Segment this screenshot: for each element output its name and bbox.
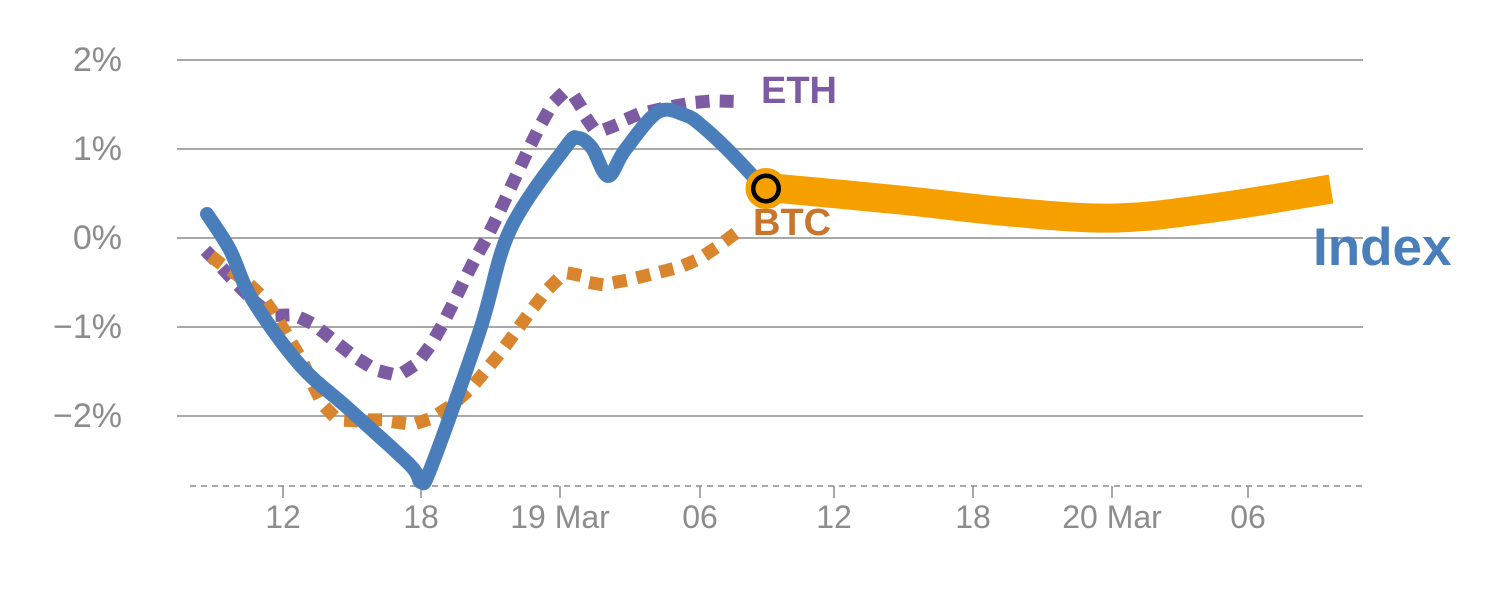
- svg-text:2%: 2%: [73, 41, 122, 79]
- svg-text:BTC: BTC: [753, 202, 831, 244]
- svg-text:20 Mar: 20 Mar: [1062, 499, 1162, 535]
- svg-text:0%: 0%: [73, 219, 122, 257]
- svg-text:1%: 1%: [73, 130, 122, 168]
- svg-text:18: 18: [403, 499, 439, 535]
- svg-text:−1%: −1%: [53, 308, 122, 346]
- svg-text:18: 18: [955, 499, 991, 535]
- svg-text:Index: Index: [1313, 218, 1452, 277]
- svg-text:12: 12: [265, 499, 301, 535]
- svg-text:06: 06: [682, 499, 718, 535]
- svg-text:−2%: −2%: [53, 397, 122, 435]
- svg-text:ETH: ETH: [761, 70, 837, 112]
- svg-text:19 Mar: 19 Mar: [510, 499, 610, 535]
- svg-text:12: 12: [816, 499, 852, 535]
- svg-text:06: 06: [1230, 499, 1266, 535]
